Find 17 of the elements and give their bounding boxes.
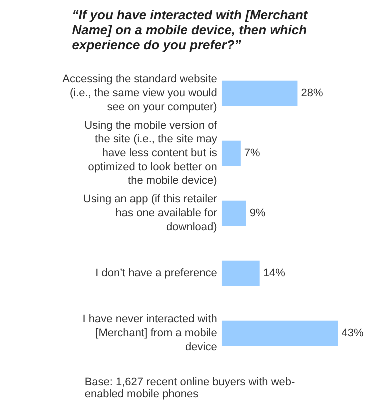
- bar: [222, 200, 246, 226]
- y-tick-label: I have never interacted with [Merchant] from a mobile device: [82, 314, 218, 354]
- y-tick-label: I don’t have a preference: [96, 268, 218, 280]
- data-label: 43%: [342, 328, 364, 340]
- data-label: 14%: [263, 268, 286, 280]
- bar: [222, 80, 298, 106]
- bar: [222, 140, 241, 166]
- data-label: 9%: [250, 208, 266, 220]
- bar: [222, 320, 338, 346]
- text: Base: 1,627 recent online buyers with web-enabled mobile phones: [84, 376, 296, 400]
- bar: [222, 260, 260, 286]
- y-tick-label: Using the mobile version of the site (i.e., the site may have less content but is optimized to look better on the mobile device): [84, 120, 218, 188]
- chart-title: “If you have interacted with [Merchant Name] on a mobile device, then which experience do you prefer?”: [72, 8, 308, 52]
- data-label: 28%: [301, 88, 324, 100]
- y-tick-label: Using an app (if this retailer has one available for download): [83, 194, 218, 234]
- data-label: 7%: [244, 148, 261, 160]
- y-tick-label: Accessing the standard website (i.e., the same view you would see on your computer): [62, 74, 218, 114]
